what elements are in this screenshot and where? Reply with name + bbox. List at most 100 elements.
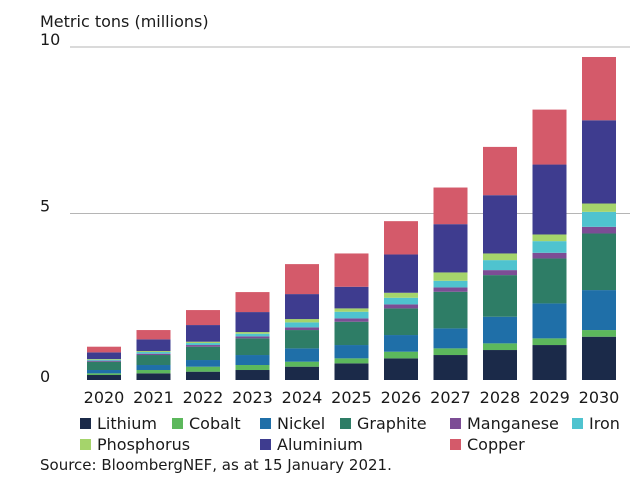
bar-segment-phosphorus — [235, 332, 270, 334]
bar-segment-manganese — [433, 287, 468, 292]
y-tick-label: 10 — [40, 30, 60, 49]
bar-segment-nickel — [384, 335, 418, 352]
bar-segment-lithium — [136, 373, 171, 380]
x-tick-label: 2020 — [84, 388, 125, 407]
bar-segment-phosphorus — [384, 292, 418, 298]
legend-label: Iron — [589, 413, 620, 433]
legend-label: Copper — [467, 434, 525, 454]
bar-segment-aluminium — [433, 224, 468, 273]
legend-label: Nickel — [277, 413, 326, 433]
legend-swatch — [340, 417, 351, 429]
bar-segment-cobalt — [384, 351, 418, 359]
legend-swatch — [172, 417, 183, 429]
bar-segment-nickel — [582, 290, 616, 331]
legend-item-nickel: Nickel — [260, 413, 340, 433]
legend-label: Lithium — [97, 413, 157, 433]
legend-swatch — [572, 417, 583, 429]
bar-segment-graphite — [532, 258, 567, 304]
bar-segment-graphite — [334, 321, 369, 346]
x-tick-label: 2027 — [430, 388, 471, 407]
legend-swatch — [80, 438, 91, 450]
bar-segment-copper — [186, 310, 220, 326]
legend-item-iron: Iron — [572, 413, 632, 433]
legend-label: Aluminium — [277, 434, 363, 454]
bar-segment-graphite — [235, 338, 270, 356]
bar-segment-manganese — [384, 304, 418, 309]
x-tick-label: 2028 — [480, 388, 521, 407]
bar-segment-lithium — [334, 363, 369, 380]
y-axis-title: Metric tons (millions) — [40, 12, 209, 31]
bar-segment-nickel — [186, 360, 220, 367]
bar-segment-copper — [235, 292, 270, 313]
bar-segment-graphite — [433, 291, 468, 329]
bar-segment-aluminium — [384, 254, 418, 293]
bar-segment-phosphorus — [582, 203, 616, 212]
bar-segment-cobalt — [87, 373, 121, 376]
bar-segment-aluminium — [334, 286, 369, 309]
bar-segment-manganese — [285, 327, 319, 331]
legend-item-phosphorus: Phosphorus — [80, 434, 260, 454]
bar-segment-graphite — [285, 330, 319, 349]
bar-segment-iron — [186, 343, 220, 346]
bar-segment-lithium — [384, 358, 418, 380]
bar-segment-manganese — [186, 345, 220, 347]
bar-segment-lithium — [483, 350, 517, 380]
bar-segment-lithium — [582, 336, 616, 380]
bar-segment-cobalt — [186, 366, 220, 372]
bar-segment-aluminium — [235, 312, 270, 333]
legend-swatch — [450, 417, 461, 429]
bar-segment-iron — [483, 260, 517, 271]
bar-segment-lithium — [433, 355, 468, 380]
bar-segment-cobalt — [483, 343, 517, 351]
bar-segment-iron — [532, 241, 567, 253]
bar-segment-aluminium — [532, 164, 567, 235]
bar-segment-manganese — [483, 270, 517, 276]
bar-segment-copper — [582, 56, 616, 121]
bar-segment-graphite — [384, 308, 418, 336]
bar-segment-cobalt — [433, 348, 468, 356]
legend-item-manganese: Manganese — [450, 413, 572, 433]
bar-segment-lithium — [186, 371, 220, 380]
bar-segment-nickel — [334, 345, 369, 359]
bar-segment-manganese — [582, 226, 616, 234]
bar-segment-aluminium — [582, 120, 616, 204]
bar-segment-graphite — [186, 346, 220, 361]
bar-segment-graphite — [87, 361, 121, 371]
stacked-bar-chart: Metric tons (millions) 0 5 10 2020 2021 2022… — [40, 12, 630, 407]
x-tick-label: 2024 — [282, 388, 323, 407]
x-tick-label: 2026 — [381, 388, 422, 407]
bar-segment-graphite — [136, 355, 171, 366]
x-tick-label: 2022 — [183, 388, 224, 407]
bar-segment-iron — [582, 211, 616, 227]
bar-segment-manganese — [136, 353, 171, 356]
legend-label: Manganese — [467, 413, 559, 433]
legend-label: Cobalt — [189, 413, 241, 433]
bar-segment-aluminium — [136, 339, 171, 352]
x-tick-label: 2030 — [579, 388, 620, 407]
bar-segment-copper — [532, 109, 567, 165]
legend-item-graphite: Graphite — [340, 413, 450, 433]
bar-segment-cobalt — [136, 370, 171, 374]
legend-swatch — [260, 438, 271, 450]
bar-segment-nickel — [483, 316, 517, 344]
bar-segment-aluminium — [483, 195, 517, 254]
bar-segment-nickel — [136, 365, 171, 371]
x-tick-label: 2025 — [331, 388, 372, 407]
x-tick-label: 2029 — [529, 388, 570, 407]
bar-segment-phosphorus — [136, 351, 171, 353]
bar-segment-copper — [285, 264, 319, 295]
legend-item-cobalt: Cobalt — [172, 413, 260, 433]
bar-segment-lithium — [285, 366, 319, 380]
bar-segment-copper — [483, 146, 517, 196]
bar-segment-lithium — [87, 375, 121, 380]
bar-segment-copper — [334, 253, 369, 287]
y-tick-label: 5 — [40, 197, 50, 216]
bar-segment-phosphorus — [285, 319, 319, 323]
bar-segment-aluminium — [87, 352, 121, 360]
bar-segment-iron — [87, 359, 121, 361]
bar-segment-phosphorus — [334, 308, 369, 312]
bar-segment-aluminium — [285, 294, 319, 320]
bar-segment-iron — [136, 352, 171, 354]
legend-item-copper: Copper — [450, 434, 632, 454]
x-tick-labels: 2020 2021 2022 2023 2024 2025 2026 2027 2028 2029… — [84, 388, 620, 407]
